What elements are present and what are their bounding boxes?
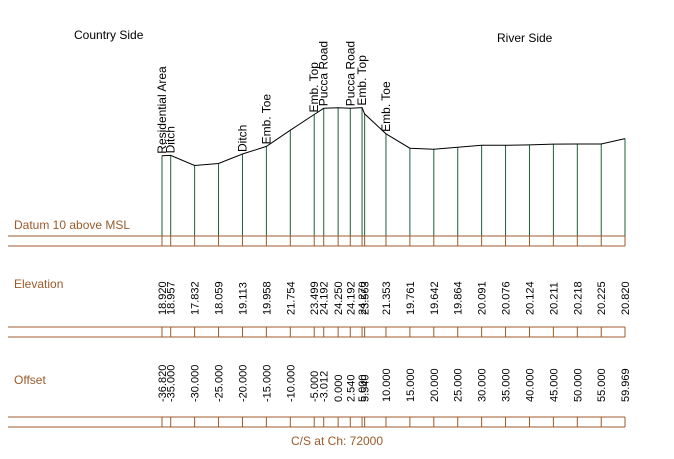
- offset-value: -35.000: [166, 365, 178, 402]
- elevation-value: 21.754: [285, 281, 297, 315]
- elevation-value: 20.820: [620, 281, 632, 315]
- elevation-value: 18.920: [157, 281, 169, 315]
- offset-value: -25.000: [214, 365, 226, 402]
- offset-value: 2.540: [345, 374, 357, 402]
- offset-value: -20.000: [237, 365, 249, 402]
- feature-annotation: Pucca Road: [317, 41, 331, 106]
- feature-annotation: Emb. Toe: [259, 94, 273, 145]
- chainage-footer: C/S at Ch: 72000: [291, 434, 383, 448]
- station-verticals: [161, 107, 626, 427]
- offset-value: 20.000: [429, 368, 441, 402]
- elevation-row-label: Elevation: [14, 277, 63, 291]
- elevation-value: 20.091: [477, 281, 489, 315]
- offset-value: 45.000: [548, 368, 560, 402]
- table-band-lines: [8, 235, 626, 428]
- feature-annotation: Emb. Top: [355, 55, 369, 106]
- offset-value: 30.000: [477, 368, 489, 402]
- elevation-value: 20.076: [501, 281, 513, 315]
- offset-value: 0.000: [333, 374, 345, 402]
- offset-value: 10.000: [381, 368, 393, 402]
- river-side-label: River Side: [497, 31, 553, 45]
- elevation-value: 18.059: [214, 281, 226, 315]
- offset-row-label: Offset: [14, 373, 46, 387]
- feature-annotation: Pucca Road: [343, 41, 357, 106]
- elevation-value: 23.563: [360, 281, 372, 315]
- offset-value: 35.000: [501, 368, 513, 402]
- feature-annotation: Ditch: [235, 125, 249, 152]
- elevation-value: 24.192: [345, 281, 357, 315]
- offset-values: -36.820-35.000 -30.000 -25.000 -20.000 -15.0…: [157, 365, 632, 402]
- elevation-value: 20.225: [596, 281, 608, 315]
- elevation-value: 19.113: [237, 282, 249, 315]
- datum-label: Datum 10 above MSL: [14, 218, 130, 232]
- elevation-value: 19.642: [429, 281, 441, 315]
- offset-value: -5.000: [309, 371, 321, 402]
- elevation-value: 19.864: [453, 281, 465, 315]
- feature-annotation: Emb. Top: [307, 62, 321, 113]
- country-side-label: Country Side: [74, 28, 144, 42]
- offset-value: 5.540: [360, 374, 372, 402]
- offset-value: 55.000: [596, 368, 608, 402]
- elevation-value: 24.270: [357, 281, 369, 315]
- elevation-value: 24.192: [319, 281, 331, 315]
- elevation-value: 20.124: [524, 281, 536, 315]
- offset-value: 50.000: [572, 368, 584, 402]
- offset-value: 40.000: [524, 368, 536, 402]
- elevation-value: 24.250: [333, 281, 345, 315]
- offset-value: 59.969: [620, 368, 632, 402]
- offset-value: 25.000: [453, 368, 465, 402]
- elevation-value: 23.499: [309, 281, 321, 315]
- offset-value: 5.000: [357, 374, 369, 402]
- elevation-value: 18.957: [166, 281, 178, 315]
- elevation-value: 19.761: [405, 281, 417, 315]
- feature-annotation: Ditch: [164, 126, 178, 153]
- elevation-value: 17.832: [190, 281, 202, 315]
- elevation-value: 20.218: [572, 281, 584, 315]
- elevation-value: 19.958: [261, 281, 273, 315]
- offset-value: -10.000: [285, 365, 297, 402]
- ground-profile-line: [161, 107, 626, 167]
- offset-value: -15.000: [261, 365, 273, 402]
- elevation-value: 21.353: [381, 281, 393, 315]
- feature-annotation: Residential Area: [155, 66, 169, 154]
- offset-value: -30.000: [190, 365, 202, 402]
- offset-value: -3.012: [319, 371, 331, 402]
- feature-annotation: Emb. Toe: [379, 81, 393, 132]
- elevation-value: 20.211: [548, 282, 560, 315]
- offset-value: -36.820: [157, 365, 169, 402]
- offset-value: 15.000: [405, 368, 417, 402]
